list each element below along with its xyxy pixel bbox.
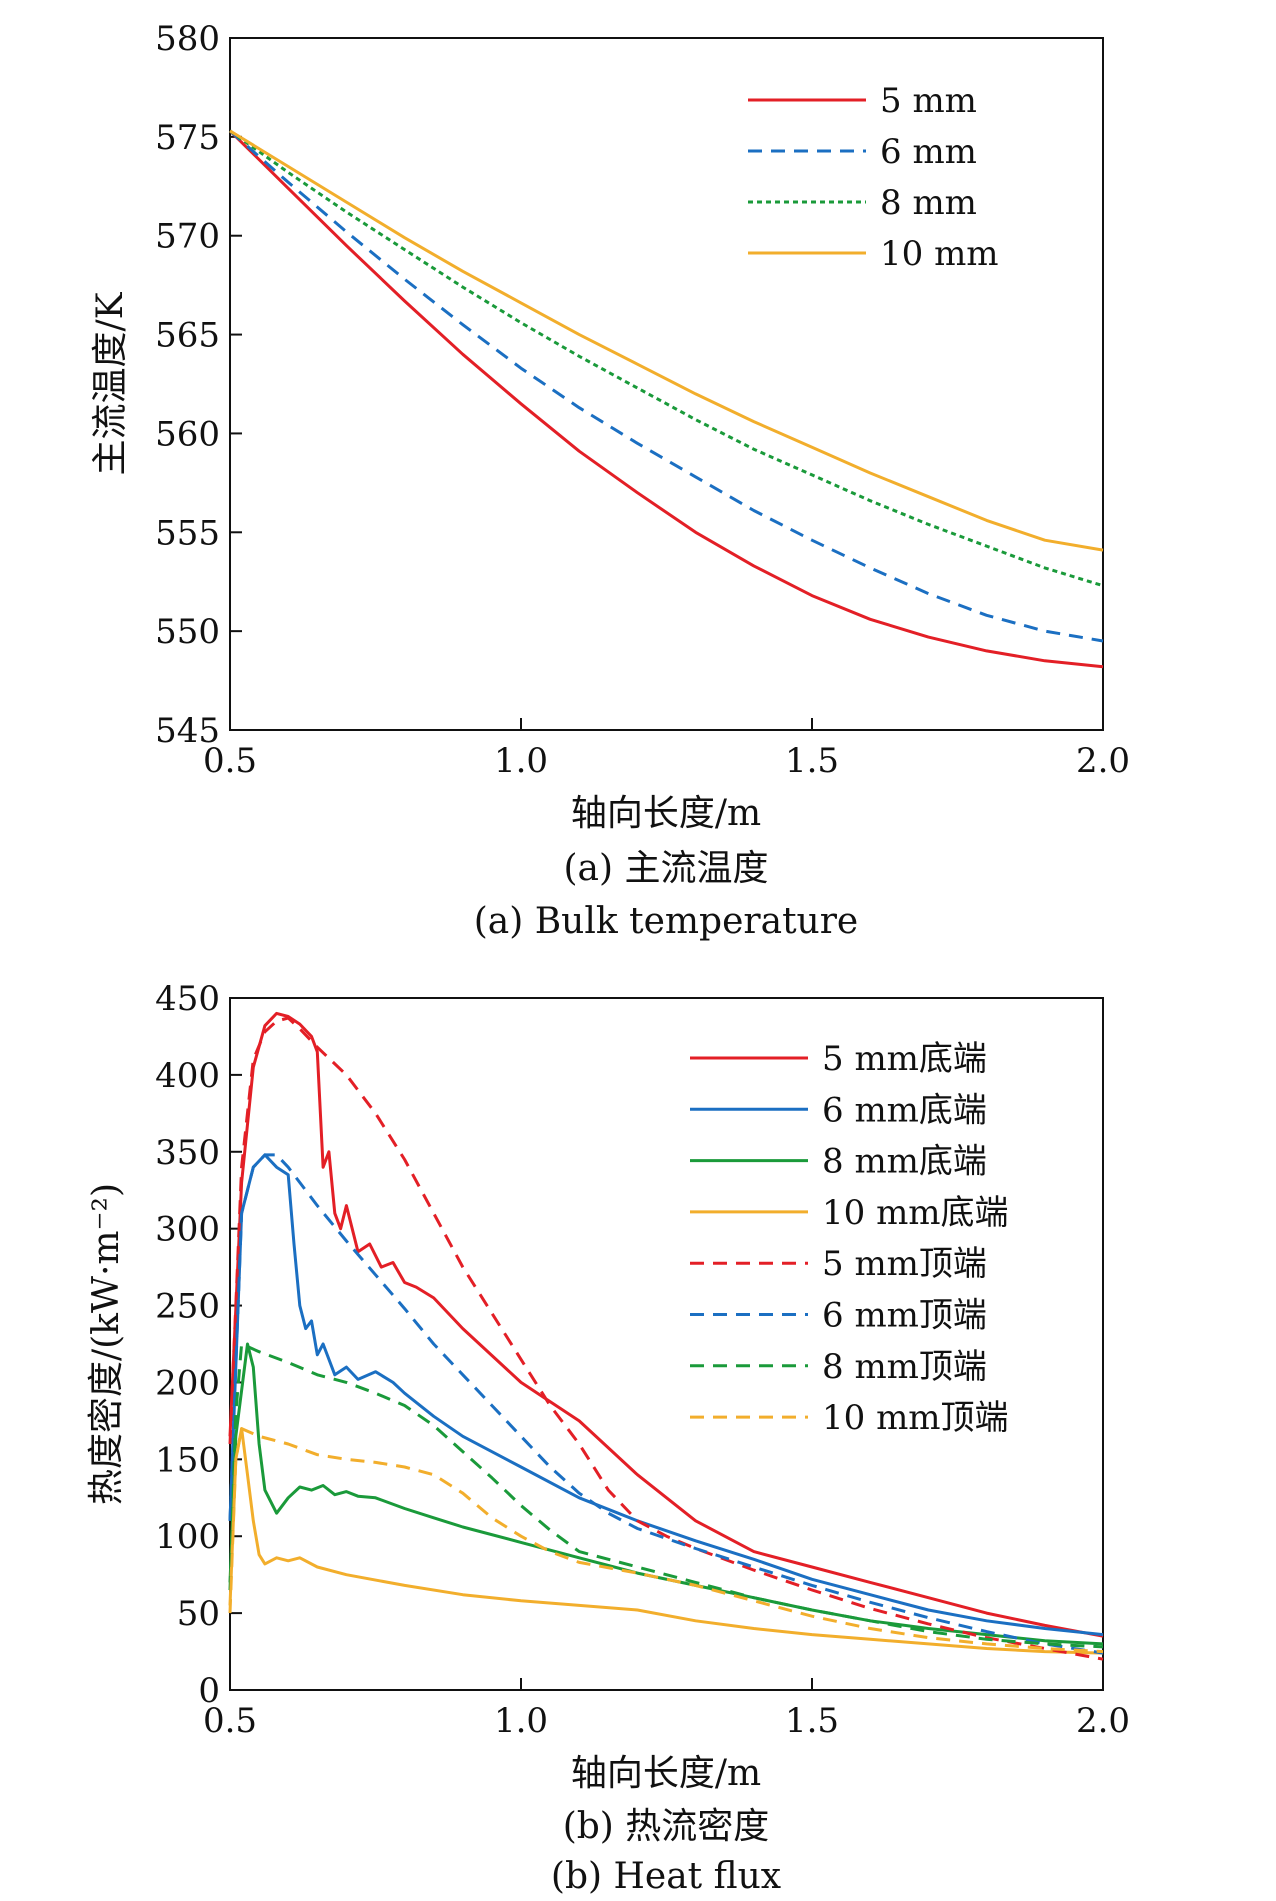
y-tick-label: 250 [155,1287,220,1327]
series-line [229,129,1104,643]
series-line [228,1016,1104,1661]
series-group-a [228,129,1104,669]
caption-en-b: (b) Heat flux [551,1856,781,1897]
series-line [228,1427,1104,1655]
y-tick-label: 570 [155,217,220,257]
legend-b: 5 mm底端 6 mm底端 8 mm底端 10 mm底端 5 mm顶端 6 mm顶端 8 m… [690,1039,1009,1438]
series-line [228,1153,1104,1637]
x-tick-label: 1.0 [494,741,548,781]
series-line [228,1153,1104,1655]
legend-label: 6 mm底端 [822,1090,987,1130]
caption-cn-a: (a) 主流温度 [564,848,769,889]
x-tick-label: 2.0 [1076,1701,1130,1741]
x-tick-label: 1.5 [785,741,839,781]
y-tick-label: 555 [155,513,220,553]
legend-label: 6 mm [880,132,977,172]
series-line [228,1342,1104,1649]
y-tick-label: 575 [155,118,220,158]
y-tick-label: 560 [155,414,220,454]
y-tick-label: 350 [155,1133,220,1173]
y-tick-label: 550 [155,612,220,652]
x-tick-label: 0.5 [203,1701,257,1741]
y-tick-label: 100 [155,1517,220,1557]
x-ticks-a: 0.5 1.0 1.5 2.0 [203,718,1130,781]
y-tick-label: 450 [155,979,220,1019]
x-ticks-b: 0.5 1.0 1.5 2.0 [203,1678,1130,1741]
legend-label: 5 mm顶端 [822,1244,987,1284]
legend-label: 8 mm顶端 [822,1347,987,1387]
chart-bulk-temperature: 0.5 1.0 1.5 2.0 545 550 555 560 565 570 575 580 5 … [90,19,1130,942]
y-tick-label: 400 [155,1056,220,1096]
chart-heat-flux: 0.5 1.0 1.5 2.0 0 50 100 150 200 250 300 350 400 450… [86,979,1130,1897]
series-group-b [228,1011,1104,1661]
y-tick-label: 580 [155,19,220,59]
series-line [228,1427,1104,1654]
legend-label: 10 mm [880,234,999,274]
y-tick-label: 200 [155,1363,220,1403]
y-tick-label: 0 [198,1671,220,1711]
y-axis-label-b: 热度密度/(kW·m⁻²) [86,1183,127,1505]
legend-label: 5 mm [880,81,977,121]
x-axis-label-a: 轴向长度/m [571,793,761,834]
legend-label: 8 mm [880,183,977,223]
y-tick-label: 150 [155,1440,220,1480]
x-tick-label: 1.5 [785,1701,839,1741]
x-axis-label-b: 轴向长度/m [571,1753,761,1794]
y-tick-label: 300 [155,1210,220,1250]
legend-label: 8 mm底端 [822,1142,987,1182]
series-line [229,129,1104,588]
series-line [229,129,1104,552]
legend-a: 5 mm 6 mm 8 mm 10 mm [748,81,999,274]
x-tick-label: 1.0 [494,1701,548,1741]
legend-label: 10 mm顶端 [822,1398,1009,1438]
legend-label: 5 mm底端 [822,1039,987,1079]
x-tick-label: 0.5 [203,741,257,781]
caption-cn-b: (b) 热流密度 [563,1806,770,1847]
y-axis-label-a: 主流温度/K [90,291,131,475]
caption-en-a: (a) Bulk temperature [474,901,859,942]
x-tick-label: 2.0 [1076,741,1130,781]
series-line [228,129,1104,669]
y-tick-label: 565 [155,316,220,356]
series-line [228,1011,1104,1638]
plot-frame-b [229,997,1104,1691]
y-ticks-b: 0 50 100 150 200 250 300 350 400 450 [155,979,242,1711]
y-tick-label: 50 [177,1594,220,1634]
y-tick-label: 545 [155,711,220,751]
plot-frame-a [229,37,1104,731]
y-ticks-a: 545 550 555 560 565 570 575 580 [155,19,242,751]
legend-label: 6 mm顶端 [822,1296,987,1336]
legend-label: 10 mm底端 [822,1193,1009,1233]
